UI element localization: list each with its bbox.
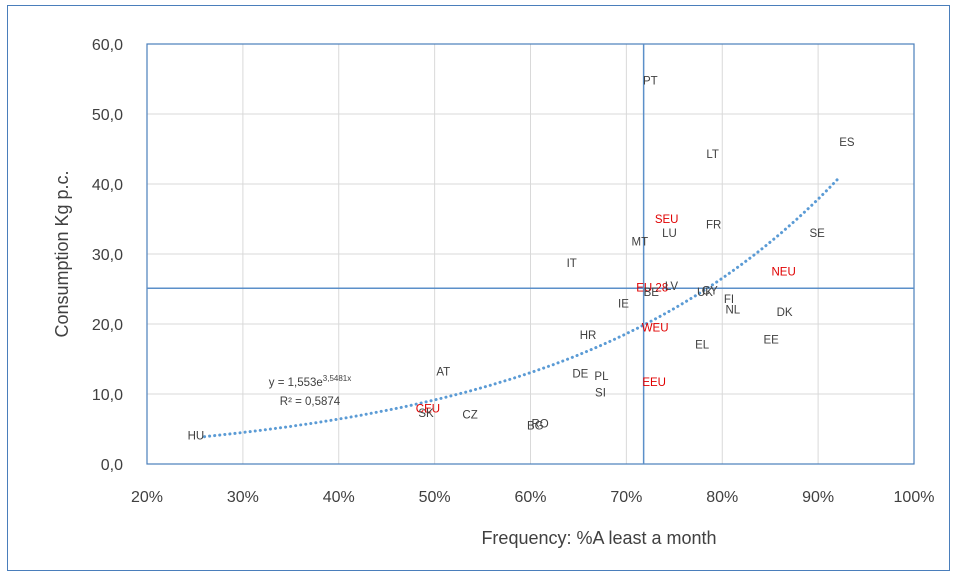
point-label-se: SE (809, 228, 825, 240)
x-tick-label: 90% (802, 489, 834, 506)
x-tick-label: 50% (419, 489, 451, 506)
point-label-ee: EE (763, 334, 779, 346)
y-tick-label: 50,0 (92, 107, 123, 124)
point-label-nl: NL (725, 304, 740, 316)
x-axis-title: Frequency: %A least a month (481, 528, 716, 548)
point-label-eeu: EEU (642, 377, 666, 389)
exponential-trendline (203, 178, 839, 439)
point-label-it: IT (567, 258, 577, 270)
point-label-es: ES (839, 137, 855, 149)
y-tick-labels: 0,0 10,0 20,0 30,0 40,0 50,0 60,0 (92, 37, 123, 474)
x-tick-label: 80% (706, 489, 738, 506)
y-axis-title: Consumption Kg p.c. (52, 170, 72, 337)
x-tick-label: 100% (894, 489, 935, 506)
trendline-equation: y = 1,553e3,5481x (269, 374, 352, 389)
point-label-uk: UK (697, 287, 713, 299)
point-label-de: DE (572, 369, 588, 381)
point-label-weu: WEU (642, 323, 669, 335)
point-label-pt: PT (643, 75, 658, 87)
trendline-group (203, 178, 839, 439)
point-label-ceu: CEU (416, 404, 440, 416)
point-label-at: AT (436, 367, 450, 379)
y-tick-label: 20,0 (92, 317, 123, 334)
point-label-dk: DK (777, 307, 793, 319)
point-label-ie: IE (618, 299, 629, 311)
x-tick-label: 40% (323, 489, 355, 506)
point-label-bg: BG (527, 421, 544, 433)
point-label-lt: LT (706, 149, 719, 161)
point-label-cy: CY (702, 285, 718, 297)
point-label-hr: HR (580, 330, 597, 342)
trendline-r-squared: R² = 0,5874 (280, 396, 341, 408)
x-tick-label: 60% (514, 489, 546, 506)
point-label-ro: RO (531, 418, 548, 430)
y-tick-label: 30,0 (92, 247, 123, 264)
point-label-lv: LV (665, 281, 679, 293)
y-tick-label: 60,0 (92, 37, 123, 54)
chart-frame (7, 5, 950, 571)
y-tick-label: 10,0 (92, 387, 123, 404)
point-label-fi: FI (724, 294, 734, 306)
point-label-cz: CZ (462, 409, 477, 421)
point-label-fr: FR (706, 220, 721, 232)
y-tick-label: 40,0 (92, 177, 123, 194)
trendline-equation-exponent: 3,5481x (323, 374, 351, 383)
gridlines (146, 43, 915, 465)
point-label-mt: MT (631, 236, 648, 248)
point-label-si: SI (595, 388, 606, 400)
y-tick-label: 0,0 (101, 457, 123, 474)
point-label-sk: SK (418, 408, 434, 420)
x-tick-label: 20% (131, 489, 163, 506)
point-label-be: BE (644, 287, 660, 299)
plot-area-border (146, 43, 915, 465)
point-label-el: EL (695, 339, 710, 351)
x-tick-labels: 20% 30% 40% 50% 60% 70% 80% 90% 100% (131, 489, 934, 506)
point-label-neu: NEU (771, 267, 795, 279)
x-tick-label: 70% (610, 489, 642, 506)
point-label-hu: HU (188, 430, 205, 442)
reference-lines (147, 44, 914, 464)
x-tick-label: 30% (227, 489, 259, 506)
point-label-lu: LU (662, 228, 677, 240)
point-label-pl: PL (594, 371, 609, 383)
point-label-eu-28: EU 28 (636, 283, 668, 295)
trendline-equation-base: y = 1,553e (269, 377, 323, 389)
point-label-seu: SEU (655, 214, 679, 226)
